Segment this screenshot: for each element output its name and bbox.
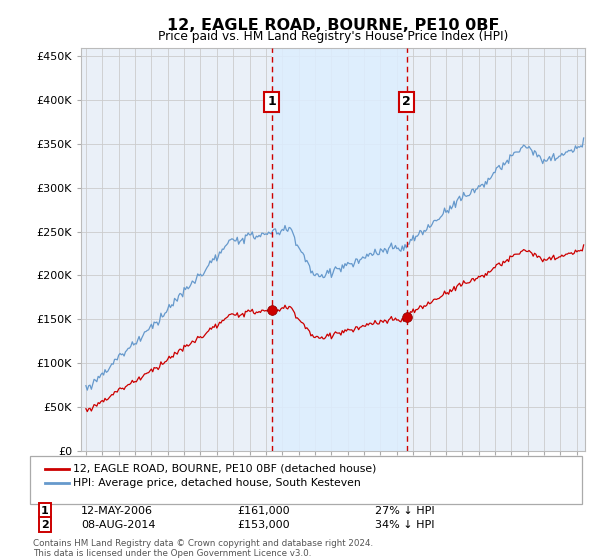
- Text: HPI: Average price, detached house, South Kesteven: HPI: Average price, detached house, Sout…: [73, 478, 361, 488]
- Text: Contains HM Land Registry data © Crown copyright and database right 2024.
This d: Contains HM Land Registry data © Crown c…: [33, 539, 373, 558]
- Bar: [272, 48, 407, 451]
- Text: £153,000: £153,000: [237, 520, 290, 530]
- Text: 27% ↓ HPI: 27% ↓ HPI: [375, 506, 434, 516]
- Text: 12, EAGLE ROAD, BOURNE, PE10 0BF: 12, EAGLE ROAD, BOURNE, PE10 0BF: [167, 18, 499, 33]
- Text: 2: 2: [402, 95, 411, 109]
- Text: £161,000: £161,000: [237, 506, 290, 516]
- Text: Price paid vs. HM Land Registry's House Price Index (HPI): Price paid vs. HM Land Registry's House …: [158, 30, 508, 43]
- Text: 1: 1: [268, 95, 277, 109]
- Text: 12, EAGLE ROAD, BOURNE, PE10 0BF (detached house): 12, EAGLE ROAD, BOURNE, PE10 0BF (detach…: [73, 464, 377, 474]
- Text: 12-MAY-2006: 12-MAY-2006: [81, 506, 153, 516]
- Text: 1: 1: [41, 506, 49, 516]
- Text: 08-AUG-2014: 08-AUG-2014: [81, 520, 155, 530]
- Text: 2: 2: [41, 520, 49, 530]
- Text: 34% ↓ HPI: 34% ↓ HPI: [375, 520, 434, 530]
